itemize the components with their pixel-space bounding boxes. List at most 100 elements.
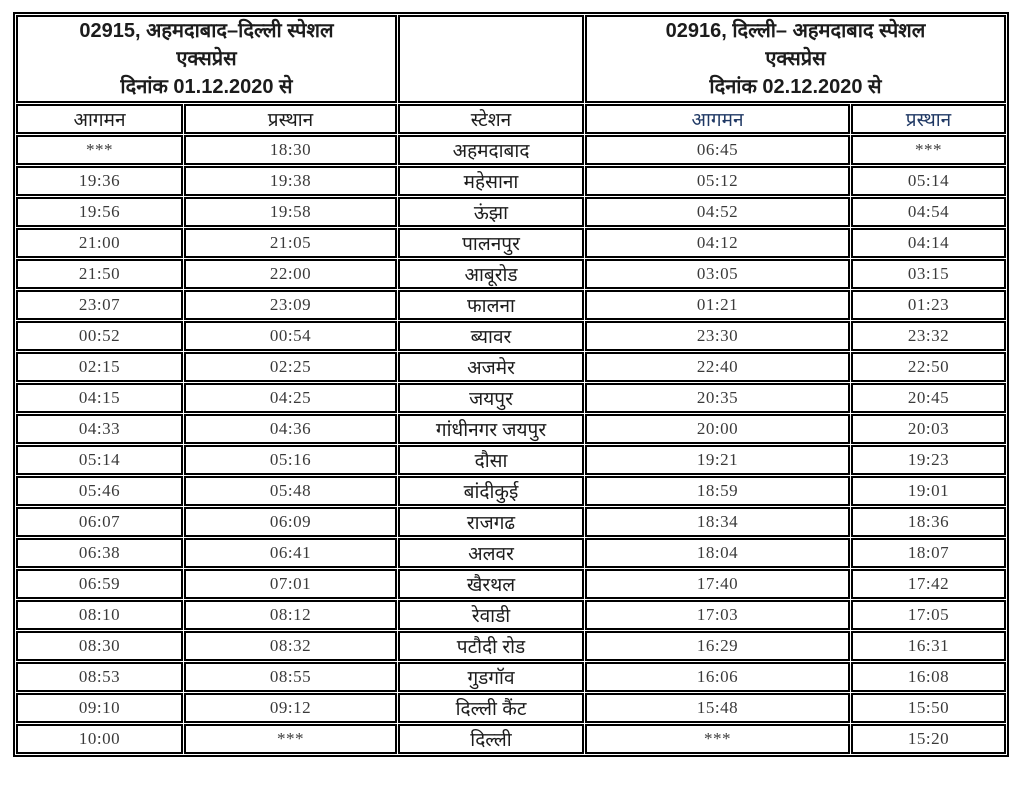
- col-header-right-departure: प्रस्थान: [851, 104, 1006, 134]
- timetable-row: 23:07 23:09 फालना 01:21 01:23: [16, 290, 1006, 320]
- left-departure-time: 08:32: [184, 631, 397, 661]
- left-departure-time: 18:30: [184, 135, 397, 165]
- train-02916-title-line2: एक्सप्रेस: [765, 48, 826, 70]
- timetable-row: 19:56 19:58 ऊंझा 04:52 04:54: [16, 197, 1006, 227]
- right-departure-time: 17:05: [851, 600, 1006, 630]
- left-departure-time: 22:00: [184, 259, 397, 289]
- left-departure-time: 04:25: [184, 383, 397, 413]
- right-departure-time: 03:15: [851, 259, 1006, 289]
- train-02915-title-line2: एक्सप्रेस: [176, 48, 237, 70]
- left-departure-time: 07:01: [184, 569, 397, 599]
- left-departure-time: 02:25: [184, 352, 397, 382]
- train-02915-date: दिनांक 01.12.2020 से: [120, 76, 293, 98]
- left-departure-time: 00:54: [184, 321, 397, 351]
- right-arrival-time: 05:12: [585, 166, 850, 196]
- timetable-row: 00:52 00:54 ब्यावर 23:30 23:32: [16, 321, 1006, 351]
- timetable-row: 04:15 04:25 जयपुर 20:35 20:45: [16, 383, 1006, 413]
- station-name: आबूरोड: [398, 259, 584, 289]
- left-departure-time: 09:12: [184, 693, 397, 723]
- right-departure-time: 15:50: [851, 693, 1006, 723]
- train-header-row: 02915, अहमदाबाद–दिल्ली स्पेशल एक्सप्रेस …: [16, 15, 1006, 103]
- station-name: राजगढ: [398, 507, 584, 537]
- right-departure-time: 23:32: [851, 321, 1006, 351]
- left-departure-time: 19:38: [184, 166, 397, 196]
- left-arrival-time: 21:00: [16, 228, 183, 258]
- left-departure-time: 21:05: [184, 228, 397, 258]
- left-departure-time: 08:12: [184, 600, 397, 630]
- left-arrival-time: 08:53: [16, 662, 183, 692]
- col-header-station: स्टेशन: [398, 104, 584, 134]
- right-departure-time: 17:42: [851, 569, 1006, 599]
- left-arrival-time: 00:52: [16, 321, 183, 351]
- station-name: फालना: [398, 290, 584, 320]
- right-departure-time: ***: [851, 135, 1006, 165]
- station-name: बांदीकुई: [398, 476, 584, 506]
- timetable-body: *** 18:30 अहमदाबाद 06:45 *** 19:36 19:38 महेसान…: [16, 135, 1006, 754]
- left-arrival-time: 09:10: [16, 693, 183, 723]
- right-arrival-time: 20:35: [585, 383, 850, 413]
- timetable-row: 05:14 05:16 दौसा 19:21 19:23: [16, 445, 1006, 475]
- right-departure-time: 19:23: [851, 445, 1006, 475]
- right-departure-time: 18:07: [851, 538, 1006, 568]
- right-departure-time: 16:31: [851, 631, 1006, 661]
- train-02916-header: 02916, दिल्ली– अहमदाबाद स्पेशल एक्सप्रेस…: [585, 15, 1006, 103]
- right-departure-time: 20:45: [851, 383, 1006, 413]
- right-departure-time: 20:03: [851, 414, 1006, 444]
- station-name: अहमदाबाद: [398, 135, 584, 165]
- left-arrival-time: 02:15: [16, 352, 183, 382]
- right-departure-time: 19:01: [851, 476, 1006, 506]
- timetable-row: *** 18:30 अहमदाबाद 06:45 ***: [16, 135, 1006, 165]
- right-arrival-time: 19:21: [585, 445, 850, 475]
- left-departure-time: 06:09: [184, 507, 397, 537]
- left-departure-time: 19:58: [184, 197, 397, 227]
- left-departure-time: 06:41: [184, 538, 397, 568]
- timetable-row: 19:36 19:38 महेसाना 05:12 05:14: [16, 166, 1006, 196]
- left-arrival-time: ***: [16, 135, 183, 165]
- right-departure-time: 15:20: [851, 724, 1006, 754]
- timetable-row: 08:53 08:55 गुडगॉव 16:06 16:08: [16, 662, 1006, 692]
- train-02916-title-line1: 02916, दिल्ली– अहमदाबाद स्पेशल: [665, 20, 926, 42]
- right-arrival-time: 17:40: [585, 569, 850, 599]
- station-name: गुडगॉव: [398, 662, 584, 692]
- left-departure-time: ***: [184, 724, 397, 754]
- timetable-row: 10:00 *** दिल्ली *** 15:20: [16, 724, 1006, 754]
- col-header-left-departure: प्रस्थान: [184, 104, 397, 134]
- station-name: दिल्ली: [398, 724, 584, 754]
- right-arrival-time: 18:04: [585, 538, 850, 568]
- timetable-row: 02:15 02:25 अजमेर 22:40 22:50: [16, 352, 1006, 382]
- left-arrival-time: 21:50: [16, 259, 183, 289]
- train-02915-header: 02915, अहमदाबाद–दिल्ली स्पेशल एक्सप्रेस …: [16, 15, 397, 103]
- timetable-table: 02915, अहमदाबाद–दिल्ली स्पेशल एक्सप्रेस …: [13, 12, 1009, 757]
- timetable-row: 06:07 06:09 राजगढ 18:34 18:36: [16, 507, 1006, 537]
- right-arrival-time: 01:21: [585, 290, 850, 320]
- right-arrival-time: 22:40: [585, 352, 850, 382]
- timetable-row: 21:00 21:05 पालनपुर 04:12 04:14: [16, 228, 1006, 258]
- timetable-row: 08:30 08:32 पटौदी रोड 16:29 16:31: [16, 631, 1006, 661]
- timetable-row: 05:46 05:48 बांदीकुई 18:59 19:01: [16, 476, 1006, 506]
- timetable-row: 06:38 06:41 अलवर 18:04 18:07: [16, 538, 1006, 568]
- timetable-row: 09:10 09:12 दिल्ली कैंट 15:48 15:50: [16, 693, 1006, 723]
- station-name: महेसाना: [398, 166, 584, 196]
- station-name: पटौदी रोड: [398, 631, 584, 661]
- right-arrival-time: 18:59: [585, 476, 850, 506]
- timetable-row: 21:50 22:00 आबूरोड 03:05 03:15: [16, 259, 1006, 289]
- right-arrival-time: 15:48: [585, 693, 850, 723]
- left-departure-time: 04:36: [184, 414, 397, 444]
- right-arrival-time: 04:12: [585, 228, 850, 258]
- left-arrival-time: 05:46: [16, 476, 183, 506]
- right-arrival-time: 16:06: [585, 662, 850, 692]
- col-header-left-arrival: आगमन: [16, 104, 183, 134]
- right-departure-time: 16:08: [851, 662, 1006, 692]
- right-departure-time: 01:23: [851, 290, 1006, 320]
- right-arrival-time: 03:05: [585, 259, 850, 289]
- left-arrival-time: 10:00: [16, 724, 183, 754]
- right-departure-time: 04:14: [851, 228, 1006, 258]
- empty-header-cell: [398, 15, 584, 103]
- right-arrival-time: 16:29: [585, 631, 850, 661]
- right-departure-time: 04:54: [851, 197, 1006, 227]
- left-departure-time: 08:55: [184, 662, 397, 692]
- station-name: ऊंझा: [398, 197, 584, 227]
- right-arrival-time: 23:30: [585, 321, 850, 351]
- station-name: अजमेर: [398, 352, 584, 382]
